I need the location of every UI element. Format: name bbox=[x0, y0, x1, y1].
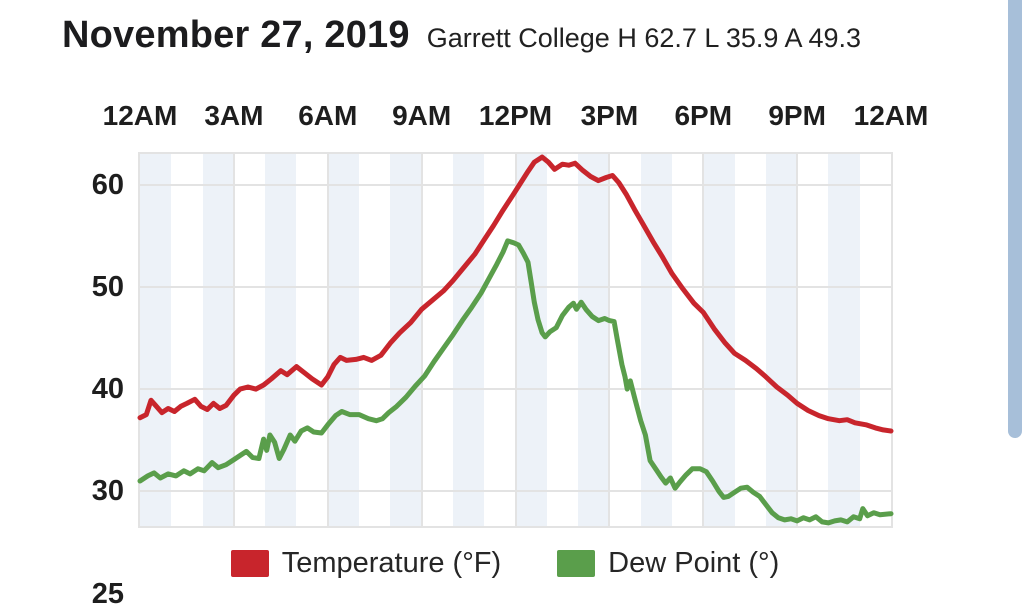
legend-label: Temperature (°F) bbox=[281, 547, 502, 579]
y-axis-label: 40 bbox=[91, 373, 124, 406]
plot-area[interactable] bbox=[137, 152, 894, 528]
x-axis-label: 12PM bbox=[478, 100, 553, 131]
grid-line-horizontal bbox=[140, 388, 891, 391]
y-axis-label: 50 bbox=[91, 270, 124, 303]
date-title: November 27, 2019 bbox=[62, 14, 410, 56]
grid-line-vertical bbox=[326, 154, 329, 526]
x-axis-label: 9PM bbox=[768, 100, 826, 131]
chart-header: November 27, 2019 Garrett College H 62.7… bbox=[62, 14, 1012, 57]
y-axis-label-clipped: 25 bbox=[91, 578, 124, 610]
grid-line-vertical bbox=[796, 154, 799, 526]
grid-line-horizontal bbox=[140, 285, 891, 288]
y-axis-label: 30 bbox=[91, 475, 124, 508]
hour-band bbox=[765, 154, 798, 526]
temperature-line bbox=[137, 154, 894, 434]
hour-band bbox=[703, 154, 735, 526]
x-axis-label: 9AM bbox=[392, 100, 452, 131]
hour-band bbox=[578, 154, 610, 526]
legend-swatch-dew-point bbox=[557, 550, 596, 577]
hour-band bbox=[265, 154, 297, 526]
hour-band bbox=[828, 154, 860, 526]
x-axis-label: 12AM bbox=[853, 100, 929, 131]
grid-line-vertical bbox=[608, 154, 611, 526]
x-axis: 12AM 3AM 6AM 9AM 12PM 3PM 6PM 9PM 12AM bbox=[0, 100, 1024, 136]
x-axis-label: 3PM bbox=[580, 100, 639, 131]
legend-label: Dew Point (°) bbox=[608, 547, 780, 579]
grid-line-horizontal bbox=[140, 490, 891, 493]
hour-band bbox=[140, 154, 172, 526]
x-axis-label: 3AM bbox=[204, 100, 264, 131]
y-axis-label: 60 bbox=[91, 168, 124, 201]
grid-line-vertical bbox=[232, 154, 235, 526]
x-axis-label: 12AM bbox=[102, 100, 178, 131]
grid-line-vertical bbox=[514, 154, 517, 526]
hour-band bbox=[515, 154, 547, 526]
dew-point-line bbox=[137, 238, 894, 526]
y-axis: 25 60 50 40 30 bbox=[52, 0, 124, 610]
station-summary: Garrett College H 62.7 L 35.9 A 49.3 bbox=[426, 23, 862, 53]
series-lines bbox=[137, 154, 894, 526]
legend-swatch-temperature bbox=[230, 550, 269, 577]
x-axis-label: 6PM bbox=[674, 100, 733, 131]
scrollbar-thumb[interactable] bbox=[1008, 0, 1022, 438]
grid-line-vertical bbox=[420, 154, 423, 526]
chart-legend: Temperature (°F) Dew Point (°) bbox=[0, 547, 1010, 580]
grid-line-horizontal bbox=[140, 183, 891, 186]
hour-band bbox=[452, 154, 485, 526]
hour-band bbox=[640, 154, 672, 526]
legend-item-dew-point[interactable]: Dew Point (°) bbox=[557, 547, 779, 580]
hour-band bbox=[327, 154, 360, 526]
grid-line-vertical bbox=[702, 154, 705, 526]
legend-item-temperature[interactable]: Temperature (°F) bbox=[230, 547, 502, 580]
x-axis-label: 6AM bbox=[298, 100, 358, 131]
